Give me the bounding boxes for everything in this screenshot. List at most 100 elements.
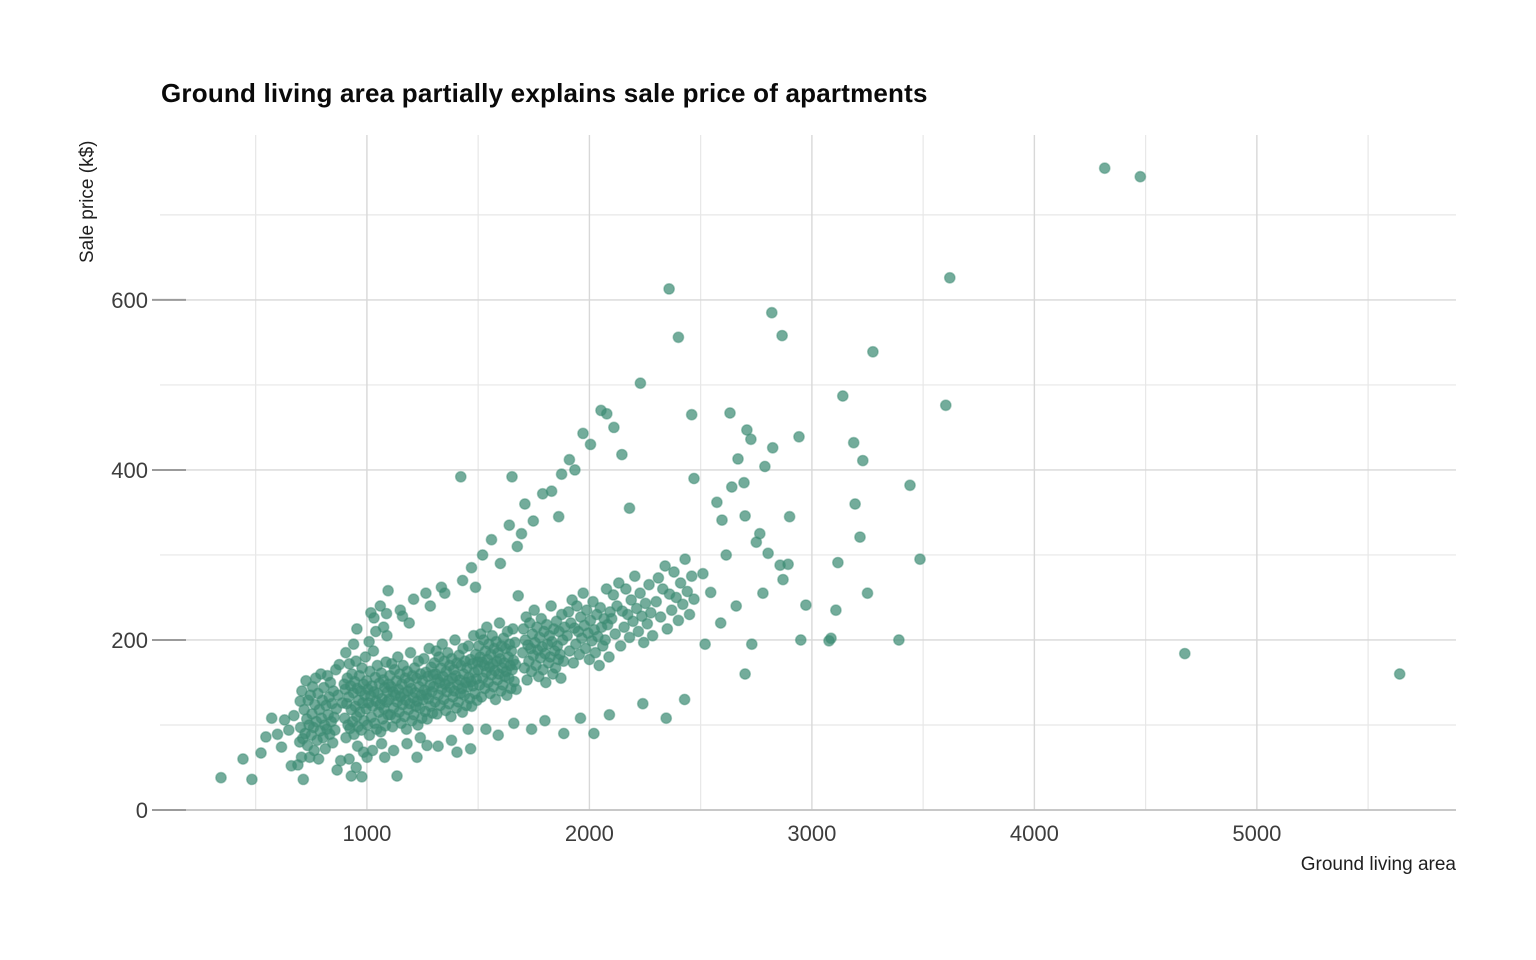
scatter-point <box>765 306 778 319</box>
scatter-point <box>519 498 531 510</box>
scatter-point <box>683 608 696 621</box>
scatter-point <box>854 531 866 543</box>
scatter-point <box>476 549 489 561</box>
scatter-point <box>563 645 576 657</box>
scatter-point <box>618 621 630 634</box>
scatter-point <box>600 583 613 595</box>
scatter-point <box>612 577 625 589</box>
scatter-point <box>407 593 420 606</box>
x-tick-label: 4000 <box>1010 821 1059 846</box>
scatter-point <box>400 723 413 736</box>
scatter-point <box>539 714 551 727</box>
scatter-point <box>507 717 520 730</box>
scatter-point <box>506 470 518 483</box>
scatter-point <box>634 377 647 390</box>
scatter-point <box>589 646 602 659</box>
scatter-point <box>800 599 812 611</box>
scatter-point <box>688 593 700 606</box>
scatter-point <box>521 674 533 686</box>
scatter-point <box>725 481 738 493</box>
scatter-point <box>672 614 685 627</box>
scatter-point <box>1178 647 1191 660</box>
scatter-point <box>445 734 458 747</box>
scatter-point <box>583 653 596 666</box>
scatter-point <box>776 329 788 342</box>
scatter-point <box>380 607 393 620</box>
scatter-point <box>339 646 352 659</box>
scatter-point <box>380 629 393 642</box>
scatter-point <box>368 612 380 624</box>
scatter-point <box>350 655 362 668</box>
scatter-point <box>562 606 575 618</box>
scatter-point <box>623 502 636 515</box>
scatter-point <box>627 615 639 628</box>
scatter-point <box>741 424 753 436</box>
scatter-point <box>326 736 339 749</box>
scatter-point <box>355 770 368 783</box>
scatter-point <box>557 727 570 740</box>
scatter-point <box>783 510 796 523</box>
scatter-point <box>739 668 751 680</box>
scatter-point <box>861 587 874 600</box>
scatter-point <box>507 623 519 635</box>
scatter-point <box>539 676 552 689</box>
scatter-point <box>278 714 291 726</box>
scatter-point <box>350 623 363 635</box>
scatter-point <box>623 631 636 644</box>
scatter-point <box>319 742 332 755</box>
scatter-point <box>275 741 288 753</box>
scatter-point <box>366 744 379 757</box>
scatter-point <box>312 753 325 765</box>
scatter-point <box>436 638 449 651</box>
scatter-point <box>424 600 437 612</box>
scatter-point <box>745 638 758 651</box>
scatter-point <box>414 731 427 744</box>
scatter-point <box>893 634 905 646</box>
scatter-point <box>469 581 482 594</box>
scatter-point <box>580 604 593 617</box>
scatter-point <box>462 723 474 736</box>
scatter-point <box>308 744 321 757</box>
chart-title: Ground living area partially explains sa… <box>161 78 928 108</box>
scatter-point <box>411 751 423 764</box>
scatter-point <box>847 436 860 449</box>
scatter-point <box>745 433 757 446</box>
y-tick-label: 600 <box>111 288 148 313</box>
scatter-point <box>382 584 394 597</box>
scatter-point <box>697 567 709 580</box>
scatter-point <box>939 399 952 412</box>
scatter-point <box>391 770 403 782</box>
scatter-point <box>685 570 698 583</box>
scatter-point <box>432 740 444 753</box>
scatter-point <box>515 527 528 540</box>
scatter-point <box>555 672 567 685</box>
scatter-point <box>545 600 557 612</box>
scatter-point <box>646 629 659 642</box>
scatter-point <box>632 625 645 638</box>
scatter-point <box>417 652 430 665</box>
scatter-point <box>637 636 650 649</box>
scatter-point <box>836 390 849 402</box>
scatter-point <box>485 533 498 546</box>
scatter-point <box>577 427 589 440</box>
scatter-point <box>552 510 565 523</box>
scatter-point <box>363 635 375 648</box>
scatter-point <box>856 454 869 467</box>
scatter-point <box>762 547 774 560</box>
scatter-point <box>462 640 475 652</box>
scatter-point <box>724 407 736 419</box>
scatter-point <box>1134 170 1147 183</box>
scatter-point <box>464 742 477 755</box>
scatter-point <box>343 753 355 765</box>
scatter-point <box>584 438 597 451</box>
scatter-point <box>577 587 590 600</box>
scatter-point <box>328 724 341 736</box>
scatter-point <box>503 519 516 532</box>
scatter-point <box>794 634 807 646</box>
x-tick-label: 1000 <box>342 821 391 846</box>
scatter-point <box>571 600 583 612</box>
scatter-point <box>480 621 493 634</box>
scatter-point <box>245 773 258 786</box>
scatter-point <box>759 460 771 473</box>
